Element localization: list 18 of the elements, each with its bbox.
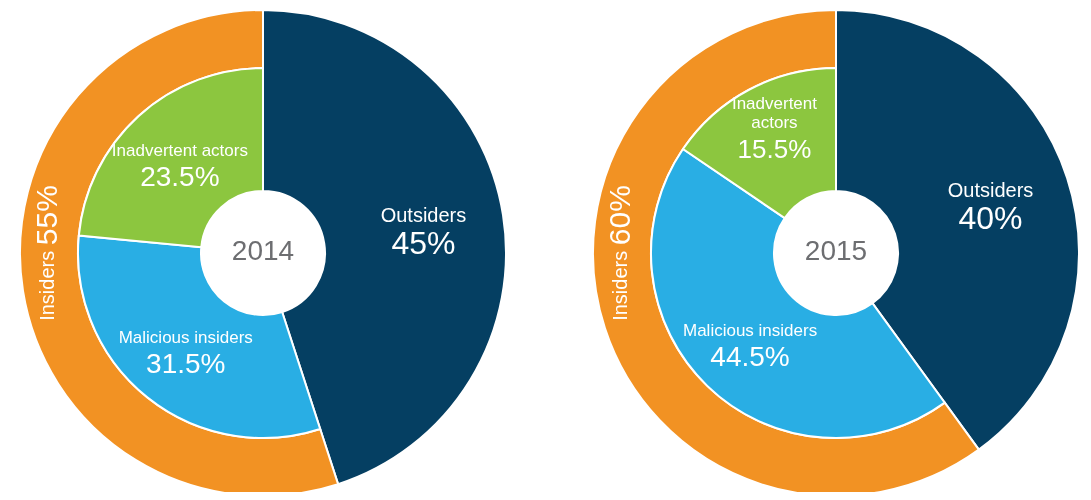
data-label: 40% [958, 199, 1023, 236]
data-label: 60% [602, 185, 636, 246]
category-label: Insiders [36, 245, 59, 321]
data-label: 44.5% [710, 340, 790, 372]
data-label: 45% [391, 224, 456, 261]
text: 2014 [231, 235, 295, 267]
category-label: Inadvertent actors [731, 93, 818, 132]
category-label: Insiders [609, 245, 632, 321]
data-label: 23.5% [140, 160, 220, 192]
category-label: Malicious insiders [682, 320, 818, 340]
category-label: Inadvertent actors [111, 140, 248, 160]
data-label: 15.5% [737, 133, 812, 164]
category-label: Malicious insiders [118, 328, 253, 348]
data-label: 55% [29, 185, 63, 246]
category-label: Outsiders [380, 203, 467, 226]
text: 2015 [804, 235, 868, 267]
category-label: Outsiders [947, 178, 1034, 201]
data-label: 31.5% [146, 348, 226, 380]
